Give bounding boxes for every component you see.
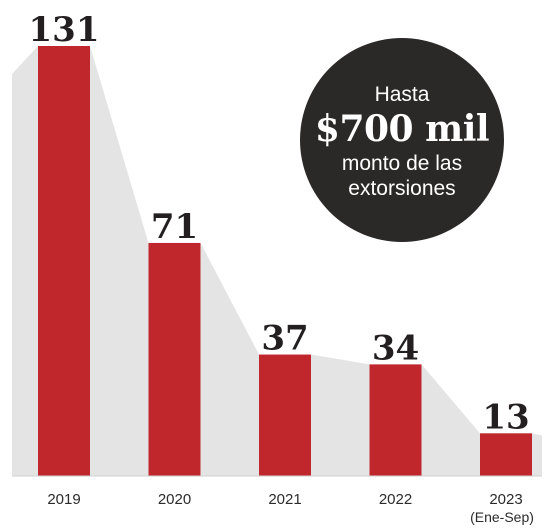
callout-amount: $700 mil — [315, 107, 489, 151]
x-tick-label-2021: 2021 — [268, 491, 301, 508]
x-tick-label-2020: 2020 — [158, 491, 191, 508]
value-label-2022: 34 — [372, 328, 419, 368]
x-tick-sublabel-2023: (Ene-Sep) — [470, 509, 534, 525]
value-label-2021: 37 — [261, 319, 308, 359]
x-tick-label-2023: 2023 — [489, 491, 522, 508]
value-label-2020: 71 — [151, 207, 198, 247]
x-tick-label-2019: 2019 — [47, 491, 80, 508]
x-tick-label-2022: 2022 — [379, 491, 412, 508]
value-label-2019: 131 — [29, 10, 100, 50]
value-label-2023: 13 — [482, 397, 529, 437]
bar-2021 — [259, 355, 311, 476]
amount-callout: Hasta $700 mil monto de las extorsiones — [300, 38, 504, 242]
bar-2019 — [38, 46, 90, 476]
callout-post-text-1: monto de las — [342, 151, 462, 176]
bar-2020 — [149, 243, 201, 476]
bar-2023 — [480, 433, 532, 476]
callout-pre-text: Hasta — [375, 83, 430, 107]
callout-post-text-2: extorsiones — [348, 176, 455, 201]
bar-2022 — [370, 364, 422, 476]
